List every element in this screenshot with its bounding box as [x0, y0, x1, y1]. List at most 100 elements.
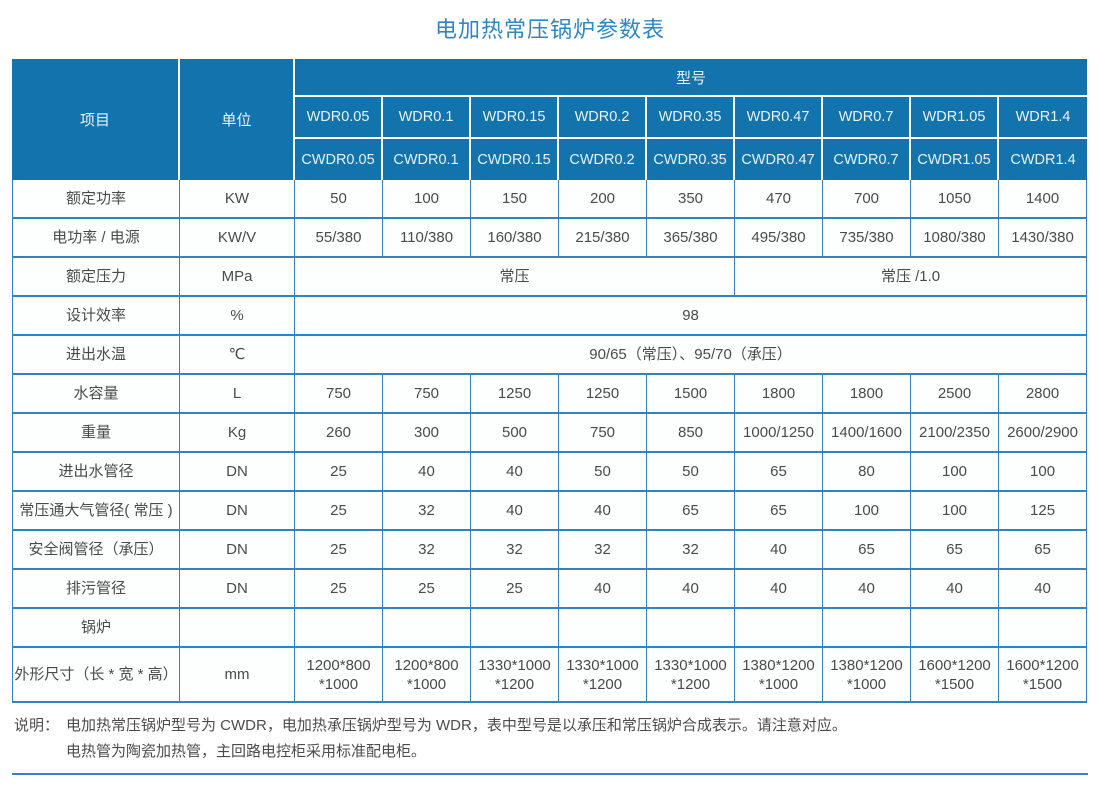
value-cell: [383, 609, 471, 648]
row-label-cell: 额定压力: [12, 258, 180, 297]
value-cell: 1330*1000 *1200: [471, 648, 559, 703]
model-header-cwdr: CWDR0.47: [735, 139, 823, 180]
model-header-wdr: WDR1.4: [999, 97, 1088, 139]
spec-row: 电功率 / 电源 KW/V 55/380 110/380 160/380 215/380 3…: [12, 219, 1088, 258]
notes-line-2: 电热管为陶瓷加热管，主回路电控柜采用标准配电柜。: [66, 743, 427, 760]
value-cell: 65: [823, 531, 911, 570]
spec-row: 外形尺寸（长 * 宽 * 高） mm 1200*800 *1000 1200*800 …: [12, 648, 1088, 703]
spec-row: 安全阀管径（承压） DN 25 32 32 32 32 40 65 65 65: [12, 531, 1088, 570]
value-cell: 1430/380: [999, 219, 1088, 258]
row-unit-cell: MPa: [180, 258, 295, 297]
value-cell: 50: [559, 453, 647, 492]
model-header-cwdr: CWDR0.1: [383, 139, 471, 180]
value-cell: 125: [999, 492, 1088, 531]
value-cell: 40: [471, 492, 559, 531]
row-label-cell: 重量: [12, 414, 180, 453]
value-cell: 50: [647, 453, 735, 492]
spec-row: 额定压力 MPa 常压 常压 /1.0: [12, 258, 1088, 297]
row-label-cell: 设计效率: [12, 297, 180, 336]
value-cell: 40: [647, 570, 735, 609]
model-header-wdr: WDR1.05: [911, 97, 999, 139]
spec-row: 设计效率% 98: [12, 297, 1088, 336]
row-unit-cell: KW: [180, 180, 295, 219]
column-header-model-group: 型号: [295, 59, 1088, 97]
value-cell: 32: [383, 531, 471, 570]
notes-prefix-label: 说明：: [14, 717, 60, 734]
value-cell: [735, 609, 823, 648]
spec-row: 水容量 L 750 750 1250 1250 1500 1800 1800 2500 2800: [12, 375, 1088, 414]
value-cell-span: 常压: [295, 258, 735, 297]
page-title: 电加热常压锅炉参数表: [434, 17, 665, 42]
value-cell: 1250: [471, 375, 559, 414]
row-unit-cell: mm: [180, 648, 295, 703]
value-cell: 100: [383, 180, 471, 219]
model-header-cwdr: CWDR0.05: [295, 139, 383, 180]
value-cell: 300: [383, 414, 471, 453]
row-unit-cell: DN: [180, 570, 295, 609]
row-label-cell: 外形尺寸（长 * 宽 * 高）: [12, 648, 180, 703]
value-cell: 215/380: [559, 219, 647, 258]
value-cell: 25: [471, 570, 559, 609]
model-header-cwdr: CWDR1.4: [999, 139, 1088, 180]
spec-row: 排污管径 DN 25 25 25 40 40 40 40 40 40: [12, 570, 1088, 609]
value-cell: 55/380: [295, 219, 383, 258]
value-cell: [471, 609, 559, 648]
value-cell: 365/380: [647, 219, 735, 258]
value-cell: 850: [647, 414, 735, 453]
value-cell: [559, 609, 647, 648]
model-header-wdr: WDR0.1: [383, 97, 471, 139]
value-cell: 32: [559, 531, 647, 570]
value-cell: 25: [295, 570, 383, 609]
row-label-cell: 锅炉: [12, 609, 180, 648]
value-cell: 200: [559, 180, 647, 219]
row-unit-cell: L: [180, 375, 295, 414]
value-cell: 1380*1200 *1000: [823, 648, 911, 703]
row-unit-cell: KW/V: [180, 219, 295, 258]
spec-row: 进出水温 ℃ 90/65（常压）、95/70（承压）: [12, 336, 1088, 375]
model-header-wdr: WDR0.35: [647, 97, 735, 139]
value-cell: 1400/1600: [823, 414, 911, 453]
value-cell: 2800: [999, 375, 1088, 414]
value-cell: 495/380: [735, 219, 823, 258]
spec-row: 进出水管径 DN 25 40 40 50 50 65 80 100 100: [12, 453, 1088, 492]
table-body: 额定功率 KW 50 100 150 200 350 470 700 1050 1400 电功率 / …: [12, 180, 1088, 703]
value-cell: 2600/2900: [999, 414, 1088, 453]
row-label-cell: 电功率 / 电源: [12, 219, 180, 258]
model-header-wdr: WDR0.47: [735, 97, 823, 139]
value-cell: 700: [823, 180, 911, 219]
value-cell: 470: [735, 180, 823, 219]
value-cell: [647, 609, 735, 648]
model-header-wdr: WDR0.05: [295, 97, 383, 139]
row-unit-cell: [180, 609, 295, 648]
value-cell: 1250: [559, 375, 647, 414]
value-cell: 500: [471, 414, 559, 453]
column-header-unit: 单位: [180, 59, 295, 180]
value-cell: 2500: [911, 375, 999, 414]
value-cell: 100: [911, 492, 999, 531]
model-header-cwdr: CWDR0.15: [471, 139, 559, 180]
value-cell: 1500: [647, 375, 735, 414]
value-cell: 65: [999, 531, 1088, 570]
notes-section: 说明： 电加热常压锅炉型号为 CWDR，电加热承压锅炉型号为 WDR，表中型号是…: [14, 713, 1088, 765]
value-cell: 100: [823, 492, 911, 531]
row-label-cell: 常压通大气管径( 常压 ): [12, 492, 180, 531]
value-cell: 40: [823, 570, 911, 609]
models-cwdr-row: CWDR0.05 CWDR0.1 CWDR0.15 CWDR0.2 CWDR0.35 CW…: [12, 139, 1088, 180]
value-cell: 40: [999, 570, 1088, 609]
value-cell: 65: [911, 531, 999, 570]
value-cell: 32: [383, 492, 471, 531]
value-cell: 50: [295, 180, 383, 219]
value-cell: [911, 609, 999, 648]
value-cell: 110/380: [383, 219, 471, 258]
notes-lines: 电加热常压锅炉型号为 CWDR，电加热承压锅炉型号为 WDR，表中型号是以承压和…: [66, 713, 847, 765]
value-cell: 1080/380: [911, 219, 999, 258]
value-cell: 32: [647, 531, 735, 570]
row-unit-cell: Kg: [180, 414, 295, 453]
column-header-item: 项目: [12, 59, 180, 180]
value-cell: 1600*1200 *1500: [911, 648, 999, 703]
value-cell: [295, 609, 383, 648]
value-cell: 1330*1000 *1200: [559, 648, 647, 703]
model-header-cwdr: CWDR0.2: [559, 139, 647, 180]
value-cell: 40: [383, 453, 471, 492]
